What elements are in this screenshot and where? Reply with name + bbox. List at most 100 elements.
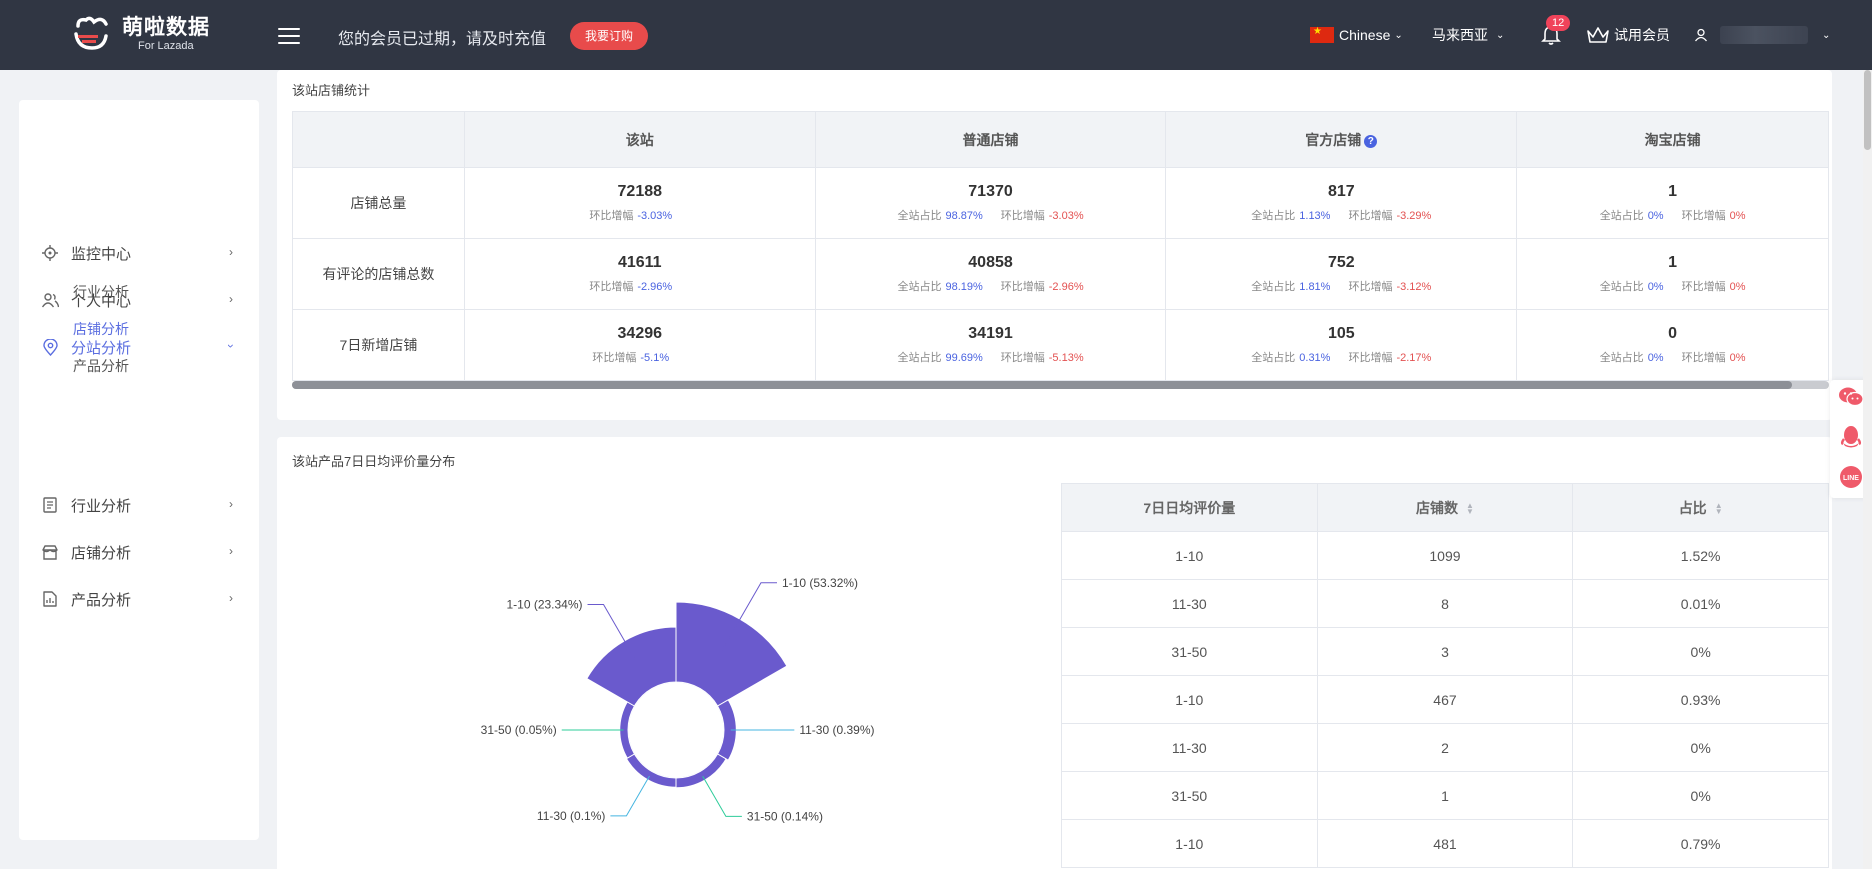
stat-value: 752 [1327,254,1355,271]
slice-label: 11-30 (0.1%) [537,809,605,823]
scrollbar-thumb[interactable] [292,381,1792,389]
sidebar-item-monitor[interactable]: 监控中心 › [19,230,259,276]
growth-label: 环比增幅 [1000,210,1045,222]
sort-icon[interactable]: ▲ ▼ [1714,500,1723,516]
region-selector[interactable]: 马来西亚 ⌄ [1432,0,1504,70]
slice-label: 11-30 (0.39%) [799,723,874,737]
table-cell: 0% [1572,723,1829,772]
crosshair-icon [41,244,59,262]
table-cell: 1-10 [1061,675,1318,724]
growth-label: 环比增幅 [1348,281,1393,293]
stat-value: 34191 [968,325,1013,342]
svg-text:LINE: LINE [1843,475,1859,482]
growth-value: -3.03% [637,210,673,222]
table-cell: 8 [1316,579,1574,628]
subnav-store-analysis[interactable]: 店铺分析 [73,321,129,337]
table-row: 1-10 1099 1.52% [1061,531,1829,580]
growth-label: 环比增幅 [589,281,634,293]
stat-meta: 全站占比 1.81% 环比增幅 -3.12% [1166,278,1516,294]
logo[interactable]: 萌啦数据 For Lazada [72,14,210,54]
sort-icon[interactable]: ▲ ▼ [1466,500,1474,516]
chevron-right-icon: › [229,245,233,259]
header-store-count[interactable]: 店铺数 ▲ ▼ [1316,483,1574,532]
header-ratio[interactable]: 占比 ▲ ▼ [1572,483,1829,532]
stat-cell-official: 105 全站占比 0.31% 环比增幅 -2.17% [1165,309,1518,381]
table-cell: 3 [1316,627,1574,676]
logo-title: 萌啦数据 [122,15,210,39]
horizontal-scrollbar[interactable] [292,381,1829,389]
share-value: 98.87% [945,210,983,222]
vertical-scrollbar[interactable] [1863,70,1872,869]
growth-value: 0% [1729,352,1746,364]
sidebar-item-industry[interactable]: 行业分析 › [19,482,259,528]
notifications-button[interactable] [1540,0,1562,70]
slice-label: 31-50 (0.14%) [747,809,823,823]
subscribe-button[interactable]: 我要订购 [570,22,649,50]
header-label: 店铺数 [1416,499,1458,516]
line-icon[interactable]: LINE [1838,464,1864,490]
table-row: 31-50 1 0% [1061,771,1829,820]
rose-sector[interactable] [675,753,727,789]
slice-label: 31-50 (0.05%) [481,723,557,737]
user-icon [1694,28,1708,42]
growth-value: -5.13% [1048,352,1084,364]
stat-value: 1 [1668,254,1678,271]
sidebar-item-site-analysis[interactable]: 分站分析 › [19,324,259,370]
region-label: 马来西亚 [1432,27,1488,43]
sidebar-item-personal[interactable]: 个人中心 › [19,277,259,323]
help-icon[interactable]: ? [1364,134,1378,148]
row-label: 有评论的店铺总数 [292,238,465,310]
growth-label: 环比增幅 [1681,210,1726,222]
sidebar-item-label: 产品分析 [71,591,132,609]
menu-toggle-icon[interactable] [278,28,300,44]
rose-sector[interactable] [586,626,677,707]
growth-label: 环比增幅 [592,352,637,364]
stat-value: 72188 [617,183,663,200]
growth-value: -3.29% [1396,210,1432,222]
share-value: 99.69% [945,352,983,364]
stat-value: 105 [1327,325,1355,342]
growth-value: -3.03% [1048,210,1084,222]
stat-cell-site: 41611 环比增幅 -2.96% [463,238,816,310]
stat-cell-official: 817 全站占比 1.13% 环比增幅 -3.29% [1165,167,1518,239]
table-cell: 0.93% [1572,675,1829,724]
stat-cell-taobao: 1 全站占比 0% 环比增幅 0% [1516,167,1829,239]
stat-cell-taobao: 1 全站占比 0% 环比增幅 0% [1516,238,1829,310]
table-row: 31-50 3 0% [1061,627,1829,676]
member-level[interactable]: 试用会员 [1586,0,1670,70]
scrollbar-thumb[interactable] [1864,70,1871,150]
share-value: 1.13% [1299,210,1331,222]
qq-icon[interactable] [1838,424,1864,450]
card-title: 该站产品7日日均评价量分布 [292,454,456,469]
rose-sector[interactable] [716,699,737,761]
card-title: 该站店铺统计 [292,83,371,98]
growth-label: 环比增幅 [1000,352,1045,364]
stat-value: 1 [1668,183,1678,200]
table-row: 店铺总量 72188 环比增幅 -3.03% 71370 全站占比 98.87% 环比增幅 -3… [292,167,1829,239]
growth-value: 0% [1729,281,1746,293]
sidebar: 监控中心 › 个人中心 › 分站分析 › 行业分析 店铺分析 产品分析 行业分析… [19,100,259,840]
sidebar-item-product[interactable]: 产品分析 › [19,576,259,622]
language-selector[interactable]: Chinese ⌄ [1310,0,1403,70]
row-label: 店铺总量 [292,167,465,239]
wechat-icon[interactable] [1838,384,1864,410]
subnav-product-analysis[interactable]: 产品分析 [73,358,129,374]
membership-expired-notice: 您的会员已过期，请及时充值 [338,31,547,48]
share-label: 全站占比 [1599,210,1644,222]
user-menu[interactable]: ⌄ [1694,0,1830,70]
table-row: 11-30 2 0% [1061,723,1829,772]
location-pin-icon [41,338,59,356]
sidebar-item-store[interactable]: 店铺分析 › [19,529,259,575]
growth-label: 环比增幅 [1348,352,1393,364]
rose-sector[interactable] [675,601,788,707]
stat-cell-taobao: 0 全站占比 0% 环比增幅 0% [1516,309,1829,381]
growth-label: 环比增幅 [589,210,634,222]
top-navbar: 萌啦数据 For Lazada 您的会员已过期，请及时充值 我要订购 Chine… [0,0,1872,70]
stat-value: 34296 [617,325,663,342]
store-icon [41,543,59,561]
share-label: 全站占比 [897,281,942,293]
table-cell: 0.79% [1572,819,1829,868]
subnav-industry-analysis[interactable]: 行业分析 [73,284,129,300]
rose-sector[interactable] [625,753,677,788]
logo-subtitle: For Lazada [138,39,194,52]
